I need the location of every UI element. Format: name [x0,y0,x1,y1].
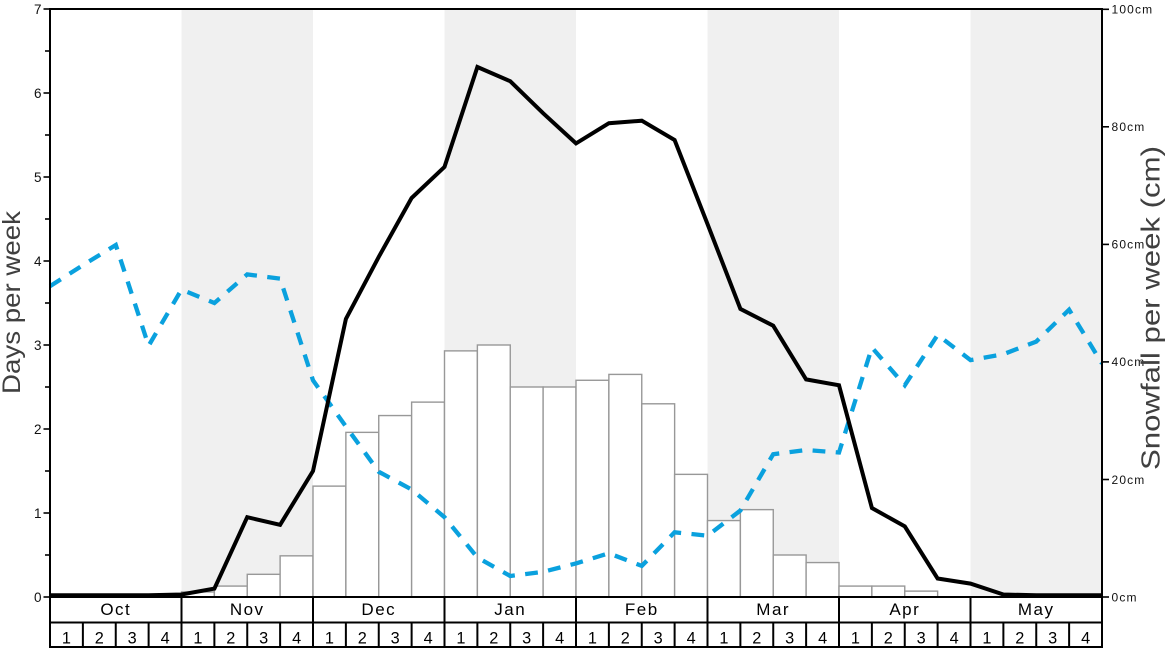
svg-text:Feb: Feb [625,600,659,619]
svg-text:1: 1 [193,630,202,648]
svg-text:Mar: Mar [756,600,790,619]
svg-text:2: 2 [95,630,104,648]
svg-text:3: 3 [1048,630,1057,648]
svg-text:2: 2 [34,422,42,437]
svg-text:Dec: Dec [361,600,396,619]
svg-text:1: 1 [851,630,860,648]
svg-text:20cm: 20cm [1112,473,1146,487]
svg-text:3: 3 [917,630,926,648]
svg-text:Oct: Oct [100,600,131,619]
svg-text:2: 2 [621,630,630,648]
svg-text:3: 3 [785,630,794,648]
svg-text:1: 1 [982,630,991,648]
svg-text:100cm: 100cm [1112,3,1154,17]
svg-text:Snowfall per week (cm): Snowfall per week (cm) [1136,146,1166,470]
svg-text:3: 3 [259,630,268,648]
svg-text:4: 4 [1081,630,1090,648]
svg-text:0: 0 [34,590,42,605]
svg-text:3: 3 [522,630,531,648]
svg-text:2: 2 [226,630,235,648]
svg-text:60cm: 60cm [1112,238,1146,252]
svg-text:5: 5 [34,170,42,185]
svg-text:Jan: Jan [494,600,526,619]
svg-text:2: 2 [489,630,498,648]
svg-text:40cm: 40cm [1112,355,1146,369]
svg-text:1: 1 [719,630,728,648]
svg-text:6: 6 [34,86,42,101]
svg-text:3: 3 [391,630,400,648]
svg-text:3: 3 [34,338,42,353]
svg-text:1: 1 [62,630,71,648]
svg-text:4: 4 [687,630,696,648]
svg-text:2: 2 [884,630,893,648]
svg-text:3: 3 [654,630,663,648]
svg-text:Days per week: Days per week [0,210,26,394]
svg-text:1: 1 [325,630,334,648]
svg-text:80cm: 80cm [1112,120,1146,134]
svg-text:Nov: Nov [230,600,265,619]
svg-text:4: 4 [818,630,827,648]
svg-text:2: 2 [1015,630,1024,648]
svg-text:4: 4 [161,630,170,648]
svg-text:4: 4 [950,630,959,648]
svg-text:4: 4 [292,630,301,648]
svg-text:May: May [1018,600,1055,619]
svg-text:3: 3 [128,630,137,648]
svg-text:Apr: Apr [889,600,920,619]
svg-text:1: 1 [34,506,42,521]
svg-text:2: 2 [358,630,367,648]
svg-text:7: 7 [34,2,42,17]
svg-text:4: 4 [34,254,42,269]
svg-text:4: 4 [555,630,564,648]
svg-text:1: 1 [588,630,597,648]
svg-text:1: 1 [456,630,465,648]
svg-text:0cm: 0cm [1112,590,1138,604]
svg-text:4: 4 [424,630,433,648]
svg-text:2: 2 [752,630,761,648]
